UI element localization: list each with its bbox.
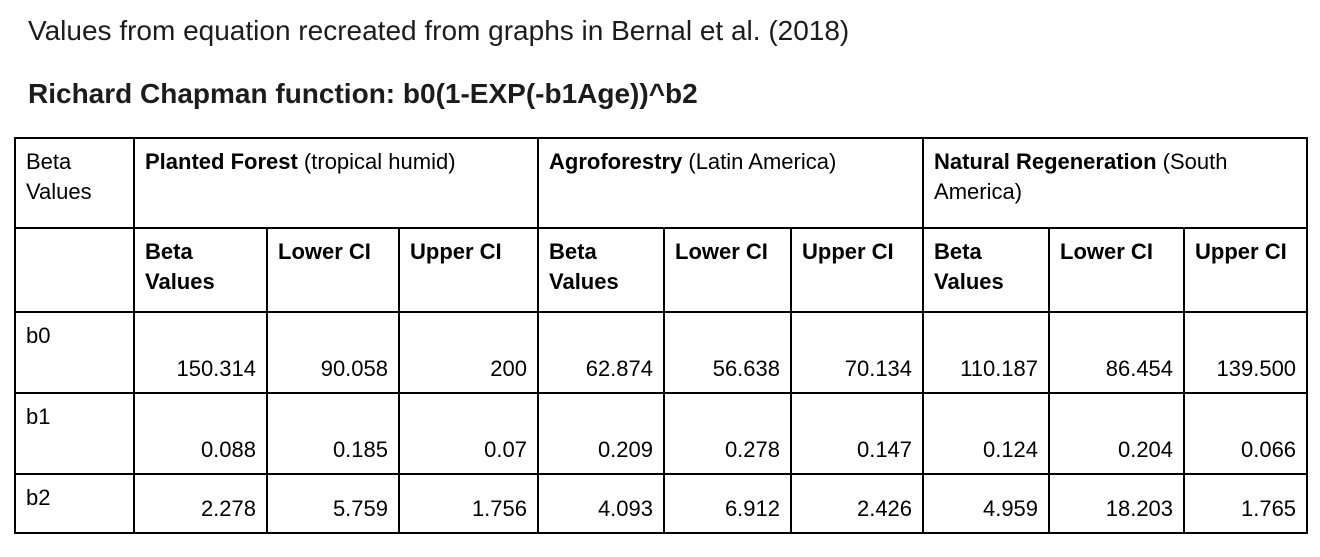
value-cell: 0.088 (133, 392, 268, 475)
group-suffix-label: (South America) (934, 149, 1228, 204)
subheader-beta-values: Beta Values (922, 227, 1051, 313)
value-cell: 56.638 (663, 311, 792, 394)
value-cell: 0.209 (537, 392, 665, 475)
group-header-planted-forest: Planted Forest (tropical humid) (133, 137, 539, 229)
empty-header-cell (14, 227, 135, 313)
table-row-b0: b0 150.314 90.058 200 62.874 56.638 70.1… (14, 311, 1309, 394)
table-row-b2: b2 2.278 5.759 1.756 4.093 6.912 2.426 4… (14, 473, 1309, 534)
subheader-upper-ci: Upper CI (789, 227, 925, 313)
subheader-lower-ci: Lower CI (1048, 227, 1186, 313)
beta-values-table: Beta Values Planted Forest (tropical hum… (14, 137, 1309, 534)
row-label: b2 (14, 473, 135, 534)
value-cell: 18.203 (1048, 473, 1186, 534)
group-suffix-label: (Latin America) (682, 149, 837, 174)
value-cell: 70.134 (789, 311, 925, 394)
value-cell: 90.058 (266, 311, 400, 394)
value-cell: 0.278 (663, 392, 792, 475)
subheader-beta-values: Beta Values (133, 227, 268, 313)
subheader-lower-ci: Lower CI (663, 227, 792, 313)
subheader-upper-ci: Upper CI (398, 227, 539, 313)
subheader-lower-ci: Lower CI (266, 227, 400, 313)
value-cell: 0.07 (398, 392, 539, 475)
value-cell: 2.278 (133, 473, 268, 534)
group-name-label: Planted Forest (145, 149, 298, 174)
group-name-label: Agroforestry (549, 149, 683, 174)
subheader-beta-values: Beta Values (537, 227, 665, 313)
value-cell: 0.066 (1183, 392, 1309, 475)
group-name-label: Natural Regeneration (934, 149, 1157, 174)
function-subtitle: Richard Chapman function: b0(1-EXP(-b1Ag… (28, 78, 698, 109)
value-cell: 2.426 (789, 473, 925, 534)
group-suffix-label: (tropical humid) (297, 149, 456, 174)
value-cell: 1.765 (1183, 473, 1309, 534)
value-cell: 6.912 (663, 473, 792, 534)
table-row-b1: b1 0.088 0.185 0.07 0.209 0.278 0.147 0.… (14, 392, 1309, 475)
value-cell: 0.147 (789, 392, 925, 475)
value-cell: 200 (398, 311, 539, 394)
page-title: Values from equation recreated from grap… (28, 15, 850, 46)
value-cell: 0.124 (922, 392, 1051, 475)
row-label: b0 (14, 311, 135, 394)
subheader-upper-ci: Upper CI (1183, 227, 1309, 313)
value-cell: 110.187 (922, 311, 1051, 394)
group-header-natural-regeneration: Natural Regeneration (South America) (922, 137, 1309, 229)
value-cell: 0.185 (266, 392, 400, 475)
value-cell: 4.093 (537, 473, 665, 534)
group-header-agroforestry: Agroforestry (Latin America) (536, 137, 925, 229)
sub-header-row: Beta Values Lower CI Upper CI Beta Value… (14, 227, 1309, 313)
value-cell: 139.500 (1183, 311, 1309, 394)
value-cell: 0.204 (1048, 392, 1186, 475)
group-header-row: Beta Values Planted Forest (tropical hum… (14, 137, 1309, 229)
value-cell: 4.959 (922, 473, 1051, 534)
value-cell: 5.759 (266, 473, 400, 534)
value-cell: 86.454 (1048, 311, 1186, 394)
value-cell: 1.756 (398, 473, 539, 534)
corner-header-cell: Beta Values (14, 137, 135, 229)
value-cell: 62.874 (537, 311, 665, 394)
value-cell: 150.314 (133, 311, 268, 394)
row-label: b1 (14, 392, 135, 475)
